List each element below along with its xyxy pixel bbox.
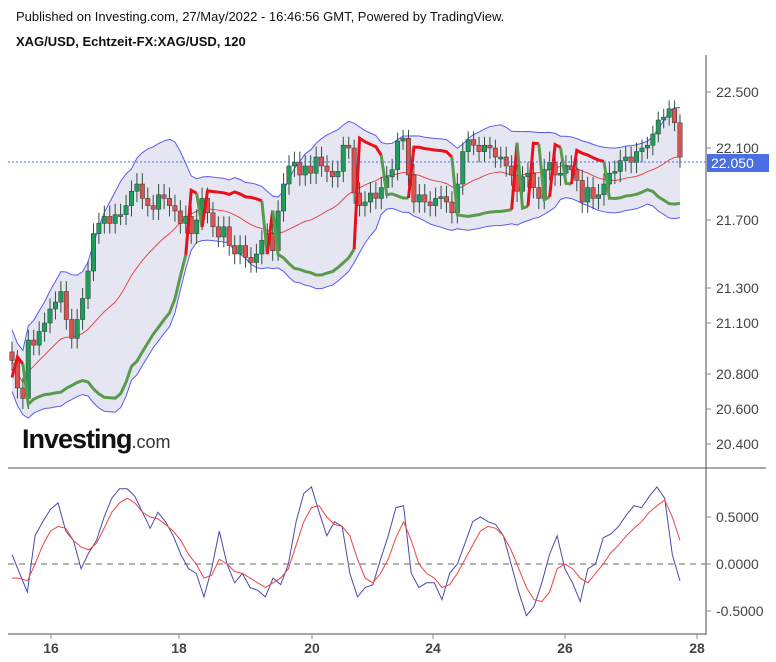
- svg-text:20.400: 20.400: [716, 436, 759, 452]
- svg-text:22.100: 22.100: [716, 140, 759, 156]
- oscillator-y-axis: 0.5000 0.0000 -0.5000: [706, 509, 764, 619]
- logo-suffix: .com: [131, 432, 171, 452]
- svg-text:21.700: 21.700: [716, 212, 759, 228]
- svg-text:0.5000: 0.5000: [716, 509, 759, 525]
- candlesticks: [9, 100, 683, 409]
- svg-text:24: 24: [425, 640, 441, 656]
- supertrend-line: [10, 135, 681, 408]
- investing-logo: Investing.com: [22, 424, 171, 455]
- svg-text:0.0000: 0.0000: [716, 556, 759, 572]
- svg-text:21.100: 21.100: [716, 315, 759, 331]
- bollinger-band-lines: [11, 107, 681, 419]
- svg-text:20.800: 20.800: [716, 366, 759, 382]
- price-y-axis: 22.500 22.100 21.700 21.300 21.100 20.800 20.6…: [706, 84, 759, 452]
- svg-text:18: 18: [171, 640, 187, 656]
- time-x-axis: 16 18 20 24 26 28: [43, 634, 705, 656]
- last-price-label: 22.050: [707, 154, 769, 172]
- svg-text:20.600: 20.600: [716, 401, 759, 417]
- bollinger-band-fill: [12, 107, 680, 419]
- svg-text:16: 16: [43, 640, 59, 656]
- logo-brand: Investing: [22, 424, 133, 454]
- svg-text:20: 20: [304, 640, 320, 656]
- svg-text:21.300: 21.300: [716, 280, 759, 296]
- published-note: Published on Investing.com, 27/May/2022 …: [16, 9, 505, 24]
- svg-text:28: 28: [689, 640, 705, 656]
- svg-text:26: 26: [557, 640, 573, 656]
- symbol-title: XAG/USD, Echtzeit-FX:XAG/USD, 120: [16, 34, 246, 49]
- oscillator-lines: [11, 486, 681, 617]
- svg-text:-0.5000: -0.5000: [716, 603, 764, 619]
- svg-text:22.500: 22.500: [716, 84, 759, 100]
